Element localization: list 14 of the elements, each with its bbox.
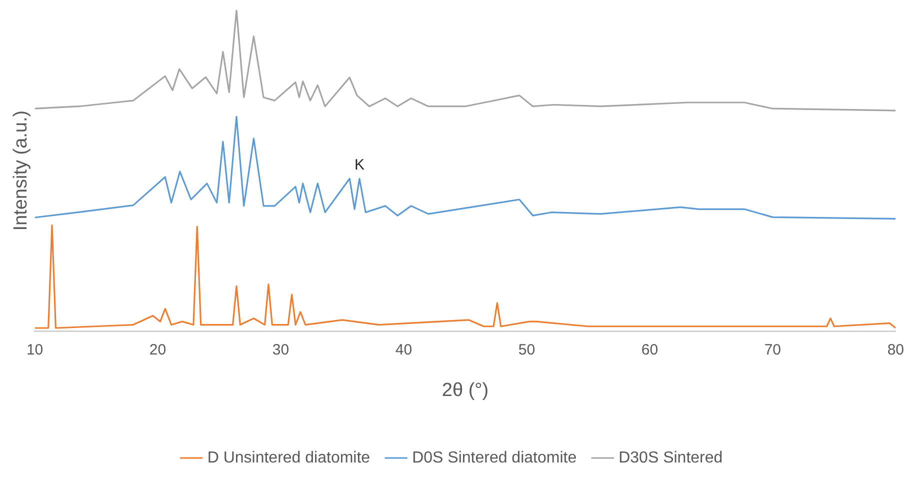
x-axis-title: 2θ (°) — [442, 380, 489, 401]
legend-label: D Unsintered diatomite — [207, 449, 370, 466]
x-tick-label: 20 — [149, 341, 166, 358]
x-tick-label: 30 — [272, 341, 290, 358]
x-tick-label: 70 — [764, 341, 782, 358]
x-tick-label: 10 — [26, 341, 44, 358]
x-tick-label: 60 — [641, 341, 658, 358]
y-axis-title: Intensity (a.u.) — [10, 110, 32, 231]
annotation: K — [354, 156, 364, 174]
legend-label: D30S Sintered — [618, 449, 723, 466]
x-tick-label: 50 — [518, 341, 536, 358]
x-tick-label: 80 — [887, 341, 904, 358]
x-tick-label: 40 — [395, 341, 412, 358]
legend-label: D0S Sintered diatomite — [412, 449, 577, 466]
